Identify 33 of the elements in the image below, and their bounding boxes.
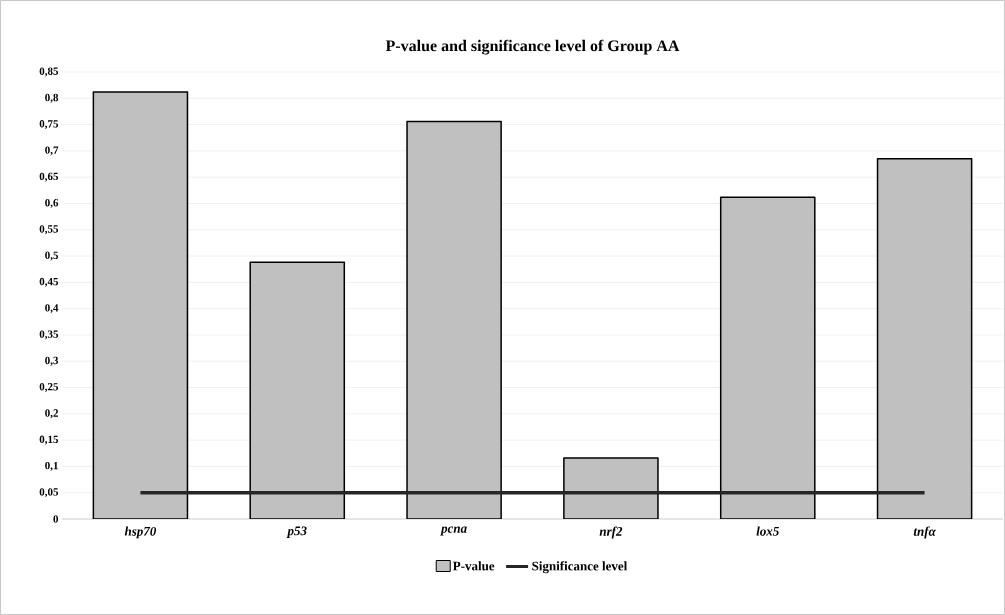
bar [406, 120, 502, 519]
y-tick-label: 0,2 [45, 409, 59, 419]
y-tick-label: 0,6 [45, 198, 59, 208]
y-tick-label: 0,45 [39, 277, 59, 287]
y-tick-label: 0,5 [45, 251, 59, 261]
y-tick-label: 0,55 [39, 225, 59, 235]
legend-label: Significance level [532, 561, 628, 574]
bar [719, 196, 816, 519]
bar [249, 261, 346, 519]
x-tick-label: lox5 [756, 526, 779, 536]
y-tick-label: 0,05 [39, 488, 59, 498]
x-tick-label: pcna [440, 526, 467, 536]
chart-title: P-value and significance level of Group AA [385, 39, 680, 55]
x-tick-label: tnfα [913, 526, 936, 539]
y-tick-label: 0,75 [39, 120, 59, 130]
y-tick-label: 0,4 [45, 304, 59, 314]
x-tick-label: hsp70 [124, 526, 157, 539]
y-tick-label: 0,35 [39, 330, 59, 340]
legend-label: P-value [452, 561, 495, 571]
y-tick-label: 0,65 [39, 172, 59, 182]
y-tick-label: 0,85 [39, 67, 59, 77]
bar [92, 91, 189, 519]
bar [876, 158, 973, 519]
y-tick-label: 0,8 [45, 93, 59, 103]
x-tick-label: p53 [286, 526, 307, 538]
bar [563, 457, 659, 519]
y-tick-label: 0,1 [45, 461, 58, 471]
y-tick-label: 0,25 [39, 383, 59, 393]
y-tick-label: 0,15 [39, 435, 59, 445]
x-tick-label: nrf2 [599, 526, 623, 539]
y-tick-label: 0 [53, 515, 59, 523]
y-tick-label: 0,7 [45, 146, 59, 156]
y-tick-label: 0,3 [45, 356, 59, 366]
